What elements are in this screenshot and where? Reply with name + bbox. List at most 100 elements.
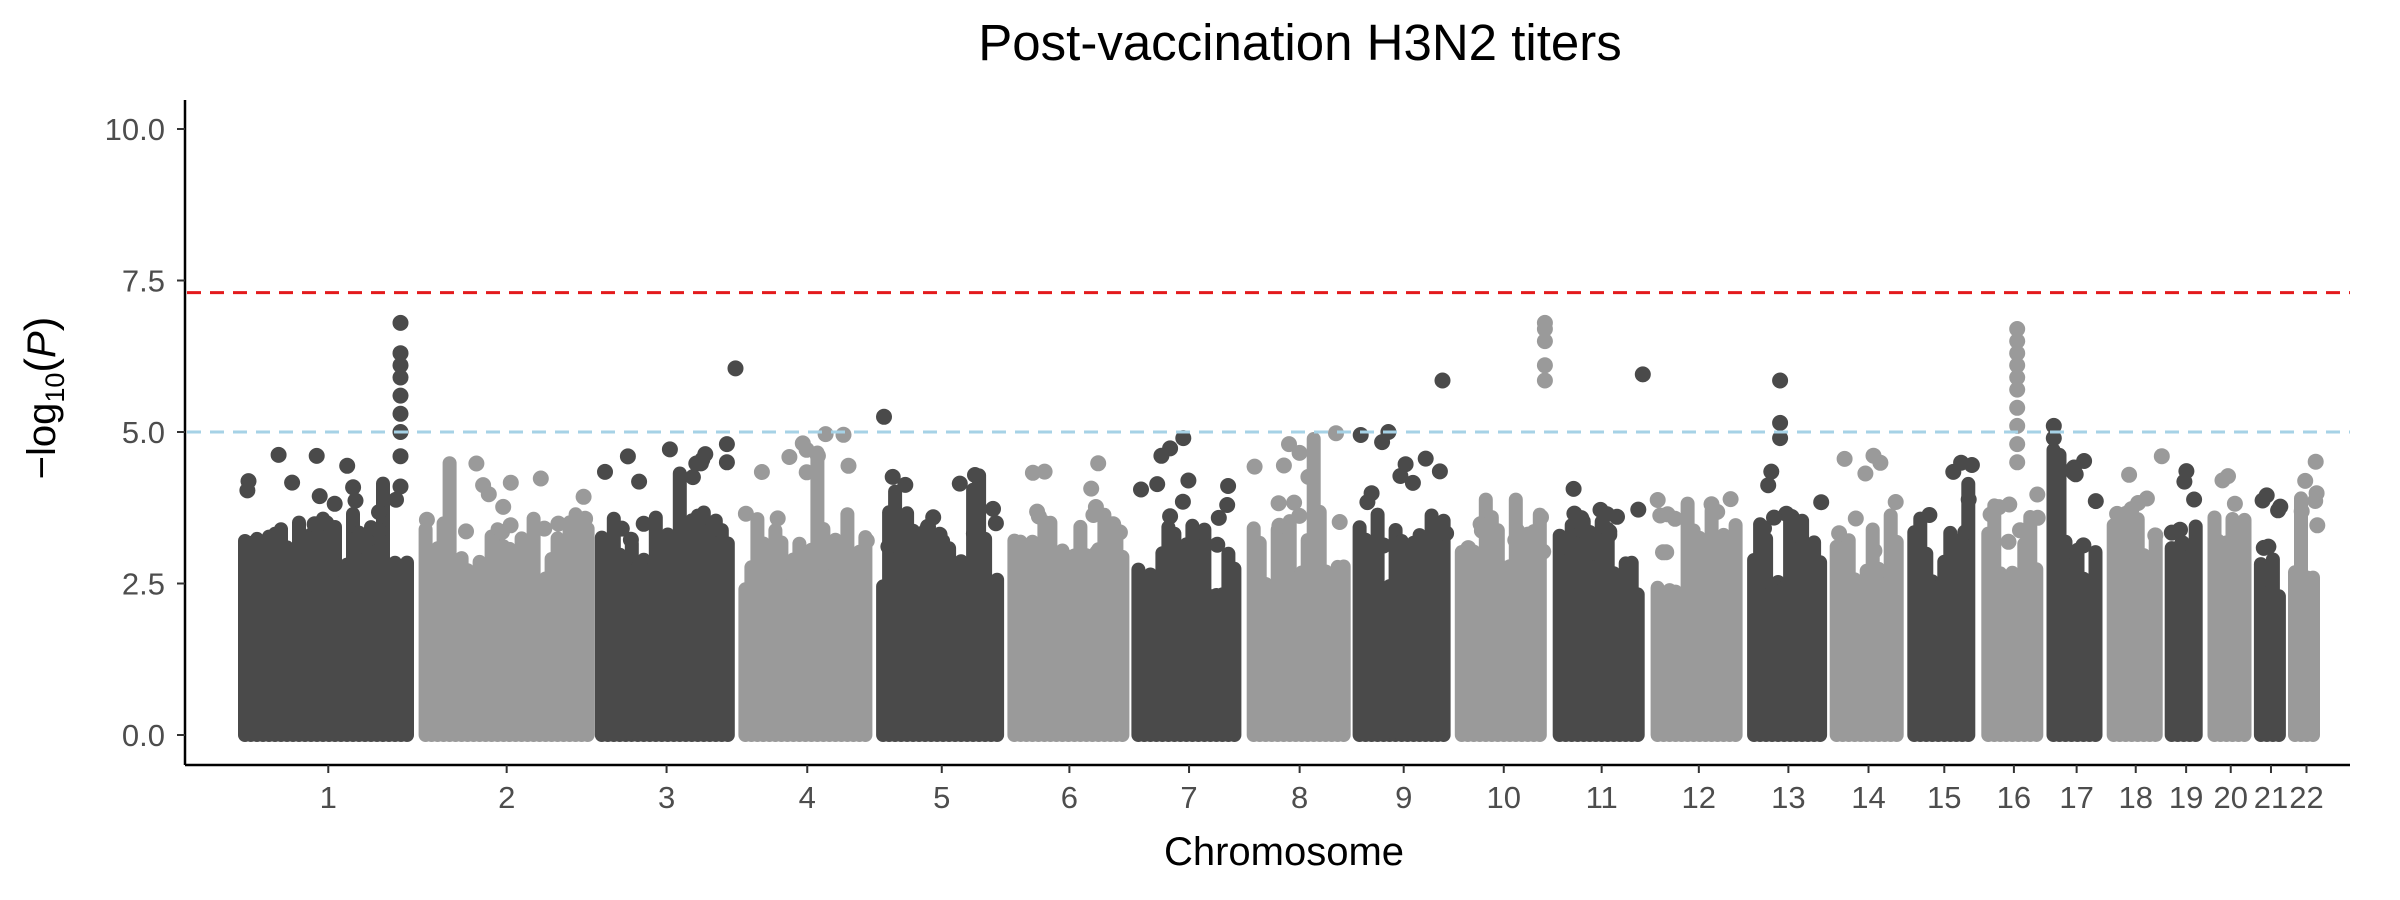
snp-column (2271, 589, 2286, 742)
peak-chr-16 (2009, 321, 2026, 471)
snp-point (1089, 544, 1106, 561)
snp-point (339, 457, 356, 474)
snp-point (2254, 492, 2271, 509)
snp-column (1813, 555, 1828, 742)
x-tick-label-chr-6: 6 (1061, 780, 1078, 815)
snp-point (1960, 491, 1977, 508)
snp-point (1210, 509, 1227, 526)
peak-chr-13 (1772, 372, 1789, 447)
peak-point (1772, 414, 1789, 431)
snp-point (348, 531, 365, 548)
snp-point (1090, 455, 1107, 472)
snp-point (495, 498, 512, 515)
y-axis-title-main: −log (20, 403, 64, 480)
peak-point (1536, 333, 1553, 350)
snp-point (1174, 493, 1191, 510)
snp-column (2029, 562, 2044, 742)
snp-point (1766, 509, 1782, 526)
x-tick-label-chr-19: 19 (2169, 780, 2203, 815)
peak-point (2009, 381, 2026, 398)
snp-point (1722, 491, 1739, 508)
snp-column (1436, 513, 1451, 742)
snp-point (370, 522, 387, 539)
x-tick-label-chr-16: 16 (1997, 780, 2031, 815)
chromosome-3-points (594, 441, 735, 742)
snp-point (1813, 494, 1830, 511)
peak-point (876, 408, 892, 425)
snp-point (1655, 544, 1671, 561)
chromosome-7-points (1131, 440, 1242, 742)
snp-point (1291, 507, 1308, 524)
peak-point (718, 436, 735, 453)
snp-point (2297, 472, 2314, 489)
snp-point (2163, 524, 2180, 541)
snp-column (1115, 549, 1130, 742)
snp-point (561, 536, 578, 552)
snp-point (931, 526, 948, 543)
x-tick-label-chr-18: 18 (2118, 780, 2152, 815)
x-tick-label-chr-2: 2 (498, 780, 515, 815)
snp-point (798, 464, 815, 481)
snp-point (284, 474, 301, 491)
snp-point (858, 532, 875, 549)
snp-point (1963, 457, 1980, 473)
snp-point (1153, 447, 1170, 464)
peak-chr-9 (1352, 427, 1369, 443)
snp-point (1087, 499, 1104, 515)
snp-point (1431, 463, 1448, 480)
snp-point (1921, 507, 1938, 523)
snp-point (965, 525, 982, 542)
peak-point (392, 345, 409, 362)
snp-column (1227, 561, 1242, 742)
snp-point (619, 448, 636, 465)
x-tick-label-chr-4: 4 (799, 780, 816, 815)
y-tick-label: 0.0 (122, 718, 165, 753)
peak-chr-7 (1175, 430, 1192, 447)
snp-point (2255, 539, 2272, 556)
snp-point (1024, 464, 1041, 481)
peak-point (1281, 436, 1297, 453)
peak-point (392, 405, 409, 422)
snp-column (990, 572, 1005, 742)
chromosome-22-points (2288, 453, 2326, 742)
snp-point (1271, 517, 1288, 534)
snp-point (613, 520, 630, 537)
snp-point (835, 426, 852, 443)
y-tick-label: 7.5 (122, 264, 165, 299)
snp-point (2121, 466, 2138, 483)
snp-point (925, 509, 942, 526)
snp-point (2307, 493, 2324, 509)
snp-column (1532, 507, 1547, 742)
peak-point (1536, 314, 1553, 331)
y-axis-title-open-paren: ( (16, 358, 65, 373)
snp-column (1961, 476, 1976, 742)
peak-point (392, 314, 409, 331)
snp-point (270, 446, 287, 463)
peak-point (2009, 399, 2026, 416)
snp-point (753, 464, 770, 480)
snp-point (1667, 510, 1683, 527)
peak-chr-3 (718, 436, 735, 471)
snp-point (1763, 463, 1780, 480)
snp-point (1220, 478, 1237, 494)
peak-point (1352, 427, 1369, 443)
x-tick-label-chr-9: 9 (1395, 780, 1412, 815)
snp-point (2233, 519, 2250, 535)
chromosome-6-points (1007, 455, 1130, 742)
x-tick-label-chr-7: 7 (1180, 780, 1197, 815)
snp-point (532, 470, 549, 487)
snp-point (757, 539, 774, 556)
peak-point (2009, 357, 2026, 374)
peak-point (2009, 333, 2026, 350)
peak-point (392, 357, 409, 374)
snp-point (711, 535, 728, 552)
snp-point (1417, 450, 1434, 467)
snp-point (2178, 463, 2195, 480)
chromosome-21-points (2253, 487, 2289, 742)
snp-point (1831, 525, 1848, 542)
peak-point (392, 387, 409, 404)
snp-point (306, 516, 323, 533)
snp-column (1336, 559, 1351, 742)
snp-point (284, 544, 301, 561)
